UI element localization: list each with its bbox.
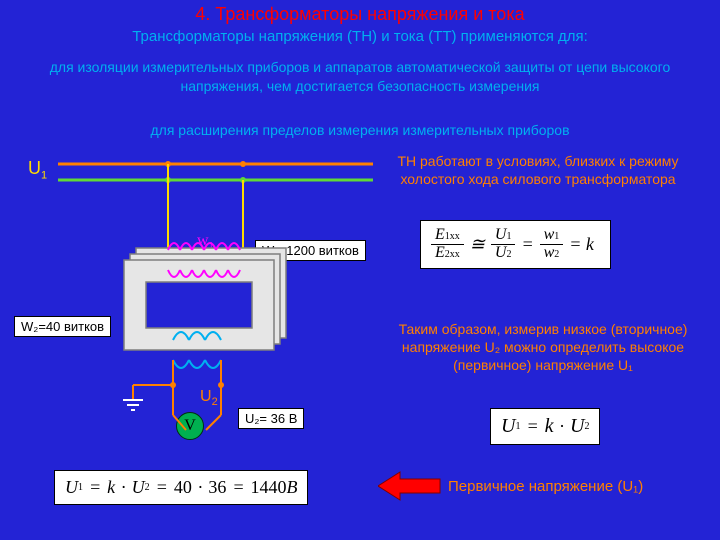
ground-icon	[123, 400, 143, 410]
transformer-core	[124, 248, 286, 350]
description-1: ТН работают в условиях, близких к режиму…	[370, 152, 706, 188]
slide-title: 4. Трансформаторы напряжения и тока	[0, 4, 720, 25]
transformer-diagram	[28, 150, 388, 460]
equation-ratio: E1xx E2xx ≅ U1 U2 = w1 w2 = k	[420, 220, 611, 269]
equation-u1k: U1=k·U2	[490, 408, 600, 445]
primary-voltage-label: Первичное напряжение (U₁)	[448, 478, 643, 495]
equation-result: U1=k·U2 =40·36 =1440B	[54, 470, 308, 505]
bullet-2: для расширения пределов измерения измери…	[32, 122, 688, 138]
arrow-icon	[378, 470, 444, 502]
description-2: Таким образом, измерив низкое (вторичное…	[380, 320, 706, 375]
slide-subtitle: Трансформаторы напряжения (ТН) и тока (Т…	[0, 28, 720, 45]
bullet-1: для изоляции измерительных приборов и ап…	[32, 58, 688, 96]
